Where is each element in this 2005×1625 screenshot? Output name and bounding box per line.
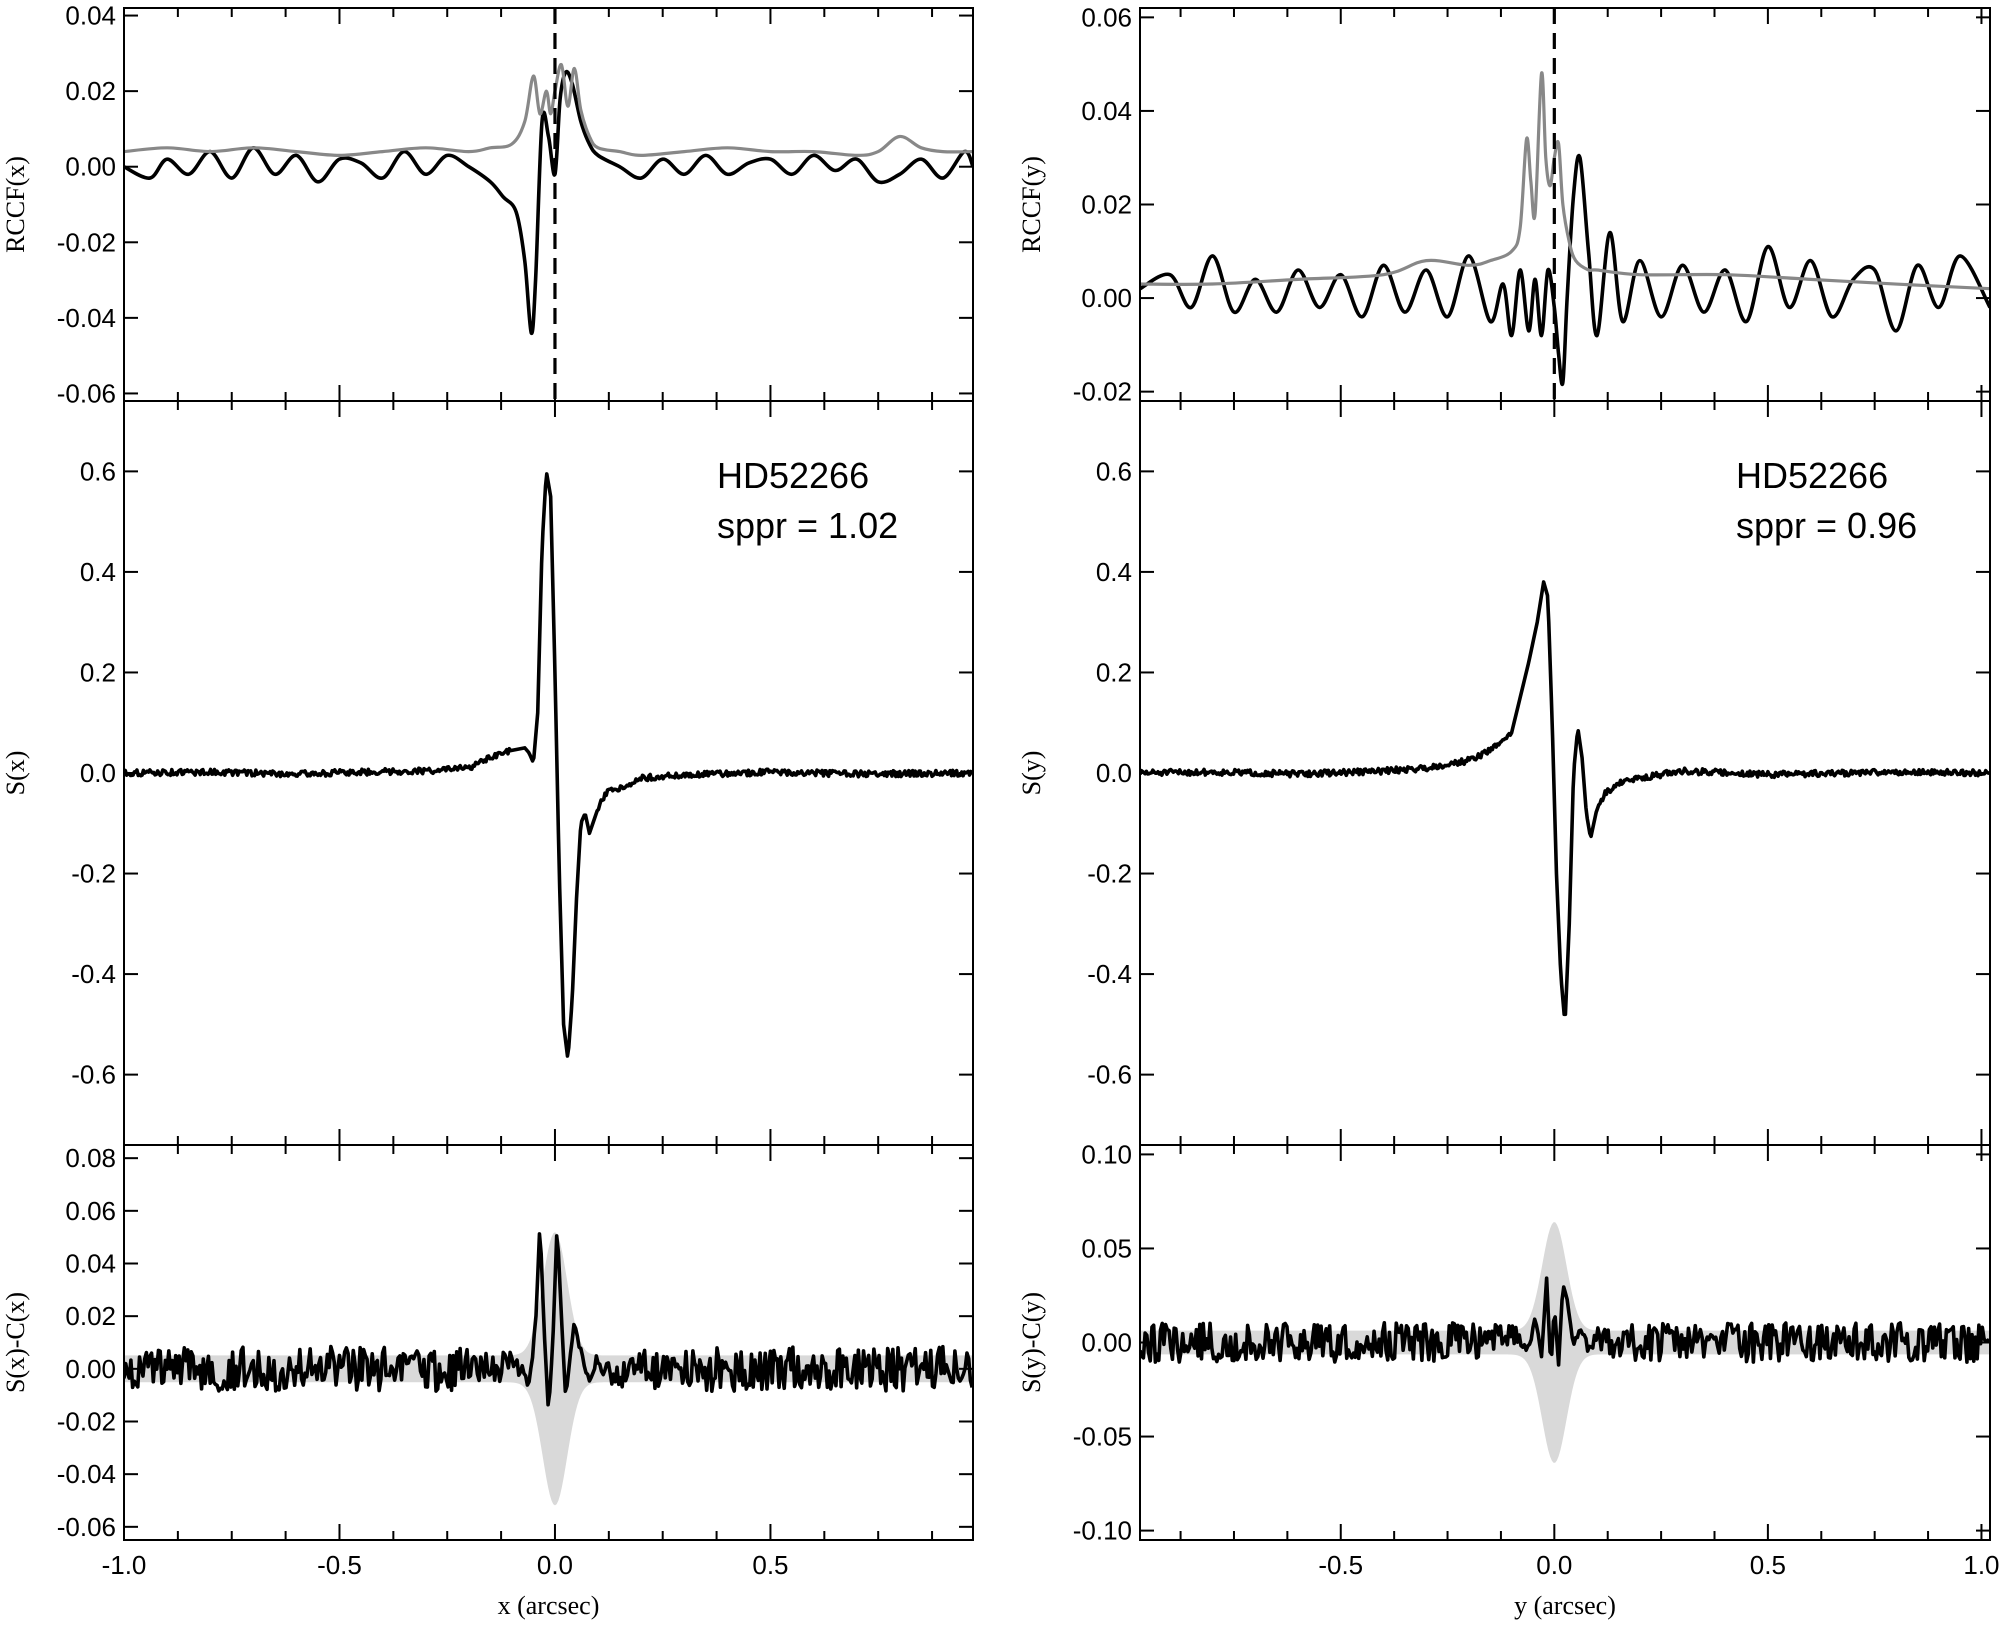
y-tick-label: -0.04 [57, 303, 116, 333]
y-tick-label: -0.6 [1087, 1060, 1132, 1090]
y-tick-label: 0.00 [1081, 1328, 1132, 1358]
uncertainty-band [1140, 1222, 1990, 1463]
y-tick-label: 0.02 [65, 1301, 116, 1331]
y-axis-label: RCCF(y) [1017, 156, 1046, 253]
y-tick-label: 0.00 [65, 152, 116, 182]
y-axis-label: S(x)-C(x) [1, 1292, 30, 1393]
y-tick-label: -0.2 [1087, 859, 1132, 889]
sppr-annotation: sppr = 1.02 [717, 505, 898, 546]
x-tick-label: 0.5 [752, 1550, 788, 1580]
y-tick-label: -0.04 [57, 1459, 116, 1489]
y-tick-label: -0.02 [57, 1407, 116, 1437]
series-line-0 [1140, 153, 1990, 387]
series-line-0 [124, 69, 973, 335]
y-tick-label: -0.06 [57, 1512, 116, 1542]
uncertainty-band [124, 1232, 973, 1506]
y-tick-label: -0.10 [1073, 1516, 1132, 1546]
panel-frame [123, 7, 974, 402]
y-tick-label: 0.06 [1081, 2, 1132, 32]
y-axis-label: S(x) [1, 751, 30, 796]
y-tick-label: 0.05 [1081, 1233, 1132, 1263]
x-tick-label: -0.5 [1318, 1550, 1363, 1580]
y-tick-label: -0.05 [1073, 1422, 1132, 1452]
y-tick-label: 0.2 [80, 657, 116, 687]
y-tick-label: -0.02 [57, 227, 116, 257]
series-line-0 [1140, 1276, 1990, 1367]
plot-area [1140, 8, 1990, 401]
series-line-1 [124, 63, 973, 157]
y-tick-label: -0.2 [71, 859, 116, 889]
x-axis-label: x (arcsec) [498, 1591, 600, 1620]
y-axis-label: RCCF(x) [1, 156, 30, 253]
panel-left-top: -0.06 -0.04 -0.02 0.00 0.02 0.04 RCCF(x) [1, 1, 974, 408]
y-tick-label: -0.4 [1087, 959, 1132, 989]
y-tick-label: 0.4 [80, 557, 116, 587]
panel-right-top: -0.02 0.00 0.02 0.04 0.06 RCCF(y) [1017, 2, 1991, 407]
x-tick-label: 0.0 [1536, 1550, 1572, 1580]
y-tick-label: 0.0 [1096, 758, 1132, 788]
y-tick-label: 0.00 [1081, 283, 1132, 313]
y-tick-label: 0.04 [1081, 96, 1132, 126]
y-axis-label: S(y)-C(y) [1017, 1292, 1046, 1393]
sppr-annotation: sppr = 0.96 [1736, 505, 1917, 546]
panel-frame [123, 1144, 974, 1541]
star-name-annotation: HD52266 [1736, 455, 1888, 496]
y-tick-label: 0.02 [1081, 190, 1132, 220]
y-tick-label: 0.02 [65, 76, 116, 106]
y-axis-label: S(y) [1017, 751, 1046, 796]
plot-area [124, 1232, 973, 1506]
star-name-annotation: HD52266 [717, 455, 869, 496]
y-tick-label: 0.6 [1096, 456, 1132, 486]
plot-area [1140, 1222, 1990, 1463]
x-tick-label: 0.5 [1750, 1550, 1786, 1580]
y-tick-label: 0.06 [65, 1196, 116, 1226]
x-axis-label: y (arcsec) [1514, 1591, 1616, 1620]
plot-area [1140, 580, 1990, 1017]
series-line-0 [124, 1232, 973, 1407]
y-tick-label: 0.10 [1081, 1139, 1132, 1169]
plot-area [124, 8, 973, 401]
y-tick-label: 0.04 [65, 1249, 116, 1279]
y-tick-label: 0.6 [80, 456, 116, 486]
y-tick-label: -0.6 [71, 1060, 116, 1090]
series-line-1 [1140, 71, 1990, 291]
y-tick-label: -0.4 [71, 959, 116, 989]
y-tick-label: 0.00 [65, 1354, 116, 1384]
x-tick-label: -1.0 [102, 1550, 147, 1580]
y-tick-label: 0.0 [80, 758, 116, 788]
y-tick-label: 0.04 [65, 1, 116, 31]
x-tick-label: -0.5 [317, 1550, 362, 1580]
series-line-0 [124, 472, 973, 1058]
y-tick-label: 0.4 [1096, 557, 1132, 587]
x-tick-label: 0.0 [537, 1550, 573, 1580]
plot-area [124, 472, 973, 1058]
y-tick-label: -0.06 [57, 378, 116, 408]
x-tick-label: 1.0 [1963, 1550, 1999, 1580]
y-tick-label: 0.08 [65, 1143, 116, 1173]
panel-left-bottom: -0.06 -0.04 -0.02 0.00 0.02 0.04 0.06 0.08 -1.0 -… [1, 1143, 974, 1620]
panel-right-middle: -0.6 -0.4 -0.2 0.0 0.2 0.4 0.6 S(y) HD52266 sppr … [1017, 400, 1991, 1146]
panel-left-middle: -0.6 -0.4 -0.2 0.0 0.2 0.4 0.6 S(x) HD52266 sppr … [1, 400, 974, 1146]
series-line-0 [1140, 580, 1990, 1017]
panel-right-bottom: -0.10 -0.05 0.00 0.05 0.10 -0.5 0.0 0.5 1.0 S(y)-… [1017, 1139, 2000, 1620]
y-tick-label: -0.02 [1073, 377, 1132, 407]
y-tick-label: 0.2 [1096, 657, 1132, 687]
